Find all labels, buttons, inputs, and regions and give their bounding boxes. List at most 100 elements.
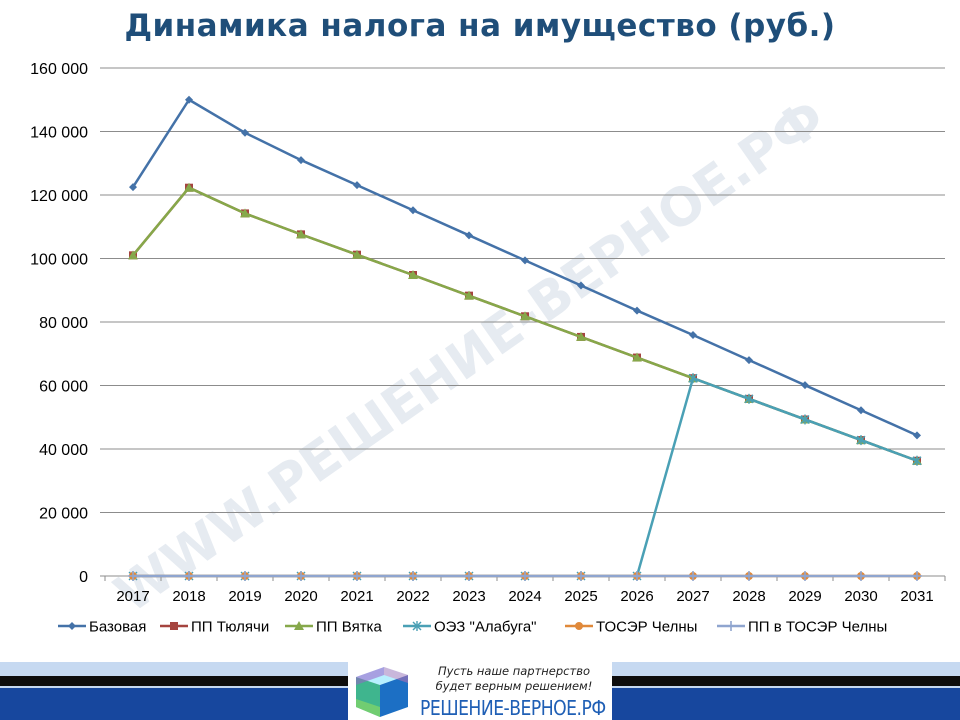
y-tick-label: 120 000 — [30, 188, 88, 205]
plus-marker — [520, 571, 530, 581]
triangle-marker — [632, 352, 642, 362]
diamond-marker — [241, 128, 249, 137]
star-marker — [744, 393, 754, 404]
triangle-marker — [296, 229, 306, 239]
diamond-marker — [521, 256, 529, 265]
x-tick-label: 2029 — [788, 588, 821, 605]
x-tick-label: 2026 — [620, 588, 653, 605]
y-tick-label: 40 000 — [39, 442, 88, 459]
plus-marker — [352, 571, 362, 581]
x-tick-label: 2025 — [564, 588, 597, 605]
triangle-marker — [576, 331, 586, 341]
diamond-marker — [185, 95, 193, 104]
star-marker — [688, 373, 698, 384]
plus-marker — [744, 571, 754, 581]
plus-marker — [632, 571, 642, 581]
x-tick-label: 2027 — [676, 588, 709, 605]
plus-marker — [464, 571, 474, 581]
plus-marker — [800, 571, 810, 581]
legend-item: ОЭЗ "Алабуга" — [403, 619, 537, 636]
legend-label: ПП Тюлячи — [191, 619, 269, 636]
legend-label: ПП в ТОСЭР Челны — [748, 619, 887, 636]
diamond-marker — [913, 431, 921, 440]
y-tick-label: 160 000 — [30, 61, 88, 78]
x-tick-label: 2018 — [172, 588, 205, 605]
line-chart: WWW.РЕШЕНИЕ-ВЕРНОЕ.РФ 0 20 000 40 000 60 00… — [30, 61, 946, 636]
y-tick-label: 60 000 — [39, 379, 88, 396]
legend-label: ПП Вятка — [316, 619, 382, 636]
x-tick-label: 2024 — [508, 588, 541, 605]
x-tick-label: 2020 — [284, 588, 317, 605]
legend-label: Базовая — [89, 619, 146, 636]
y-tick-label: 20 000 — [39, 506, 88, 523]
triangle-marker — [520, 311, 530, 321]
star-marker — [856, 435, 866, 446]
triangle-marker — [184, 182, 194, 192]
plus-marker — [576, 571, 586, 581]
diamond-marker — [857, 406, 865, 415]
legend-item: ПП Тюлячи — [160, 619, 269, 636]
plus-marker — [240, 571, 250, 581]
legend-item: ТОСЭР Челны — [565, 619, 697, 636]
legend-item: ПП Вятка — [285, 619, 382, 636]
legend: Базовая ПП Тюлячи ПП Вятка ОЭЗ "Алабуга" ТОС… — [58, 619, 887, 636]
x-tick-label: 2031 — [900, 588, 933, 605]
y-tick-label: 140 000 — [30, 125, 88, 142]
diamond-marker — [129, 183, 137, 192]
x-tick-label: 2023 — [452, 588, 485, 605]
legend-label: ТОСЭР Челны — [596, 619, 697, 636]
slogan-line: будет верным решением! — [435, 679, 593, 693]
x-tick-label: 2028 — [732, 588, 765, 605]
legend-label: ОЭЗ "Алабуга" — [434, 619, 537, 636]
slogan-line: Пусть наше партнерство — [437, 664, 591, 678]
y-tick-label: 80 000 — [39, 315, 88, 332]
plus-marker — [912, 571, 922, 581]
series-group — [128, 95, 922, 581]
logo-block: Пусть наше партнерство будет верным реше… — [348, 662, 612, 720]
legend-item: Базовая — [58, 619, 146, 636]
plus-marker — [856, 571, 866, 581]
x-tick-label: 2021 — [340, 588, 373, 605]
plus-marker — [296, 571, 306, 581]
diamond-marker — [689, 331, 697, 340]
logo-text: РЕШЕНИЕ-ВЕРНОЕ.РФ — [420, 696, 606, 720]
star-marker — [912, 455, 922, 466]
diamond-marker — [409, 206, 417, 215]
y-axis-ticks: 0 20 000 40 000 60 000 80 000 100 000 120 000 1… — [30, 61, 88, 586]
series-5 — [128, 571, 922, 581]
x-tick-label: 2030 — [844, 588, 877, 605]
legend-item: ПП в ТОСЭР Челны — [717, 619, 887, 636]
plus-marker — [688, 571, 698, 581]
watermark-text: WWW.РЕШЕНИЕ-ВЕРНОЕ.РФ — [104, 87, 836, 624]
triangle-marker — [128, 250, 138, 260]
x-tick-label: 2017 — [116, 588, 149, 605]
star-marker — [800, 414, 810, 425]
diamond-marker — [68, 622, 76, 630]
triangle-marker — [352, 249, 362, 259]
diamond-marker — [465, 231, 473, 240]
diamond-marker — [297, 156, 305, 165]
star-marker — [412, 621, 422, 631]
y-tick-label: 100 000 — [30, 252, 88, 269]
series-0 — [129, 95, 921, 440]
cube-logo-icon — [356, 667, 408, 717]
diamond-marker — [801, 381, 809, 390]
plus-marker — [408, 571, 418, 581]
plus-marker — [726, 621, 736, 631]
plus-marker — [184, 571, 194, 581]
triangle-marker — [408, 270, 418, 280]
plus-marker — [128, 571, 138, 581]
diamond-marker — [633, 306, 641, 315]
x-tick-label: 2022 — [396, 588, 429, 605]
diamond-marker — [353, 181, 361, 190]
chart-title: Динамика налога на имущество (руб.) — [124, 8, 836, 44]
triangle-marker — [294, 621, 304, 630]
diamond-marker — [745, 356, 753, 365]
slogan: Пусть наше партнерство будет верным реше… — [420, 664, 608, 694]
y-tick-label: 0 — [79, 569, 88, 586]
diamond-marker — [577, 281, 585, 290]
x-tick-label: 2019 — [228, 588, 261, 605]
footer-banner: Пусть наше партнерство будет верным реше… — [0, 660, 960, 720]
triangle-marker — [464, 290, 474, 300]
x-axis-ticks: 2017 2018 2019 2020 2021 2022 2023 2024 2025 2026… — [104, 576, 946, 605]
